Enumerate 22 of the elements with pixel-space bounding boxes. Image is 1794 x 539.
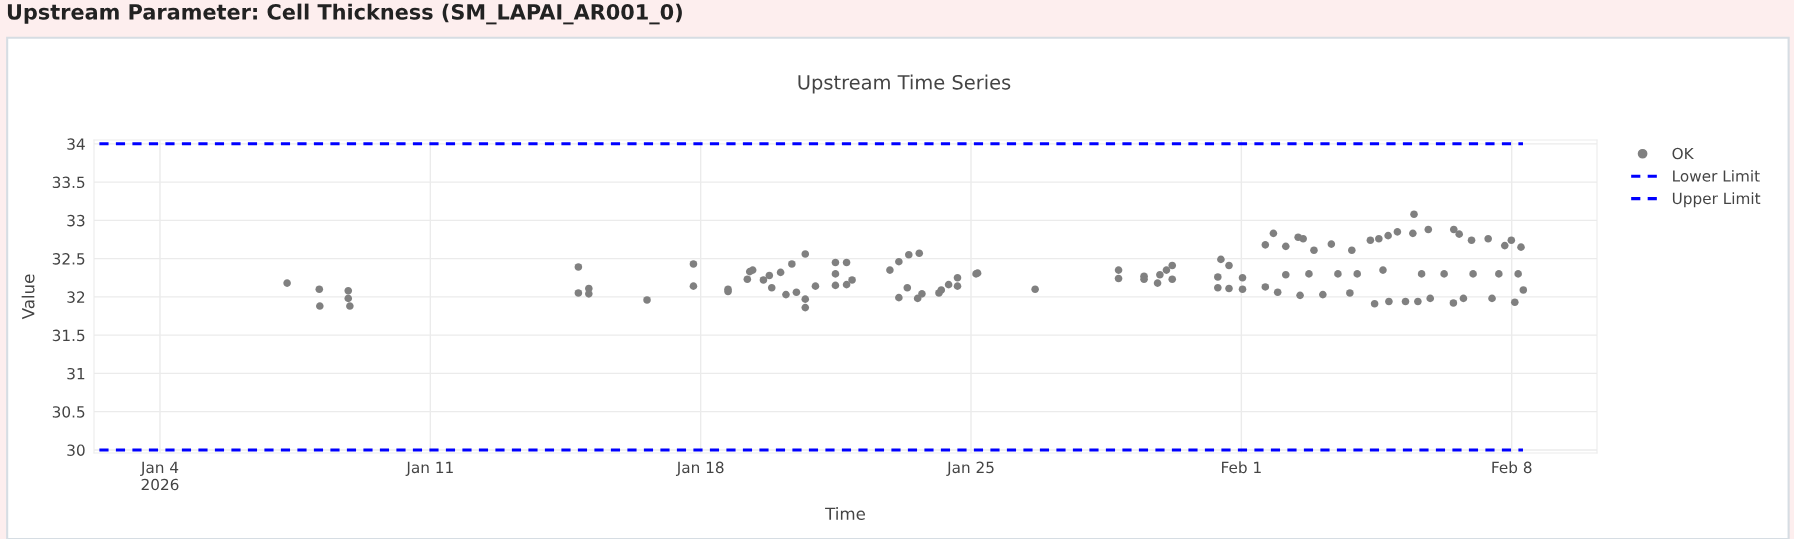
y-tick-label: 33.5 [52,176,85,189]
y-tick-label: 31.5 [52,329,85,342]
y-tick-label: 34 [67,138,85,150]
chart-title: Upstream Parameter: Cell Thickness (SM_LAPAI_AR001_0) [7,3,682,25]
y-tick-label: 31 [67,367,85,380]
x-tick-label: Jan 25 [946,461,994,476]
x-tick-label: Jan 11 [405,461,453,476]
legend-label: OK [1672,147,1694,160]
chart-subtitle: Upstream Time Series [798,74,1011,94]
y-tick-label: 30.5 [52,406,85,418]
x-tick-label: Jan 18 [675,461,724,476]
y-tick-label: 32.5 [52,253,85,265]
y-axis-title: Value [21,274,35,320]
y-tick-label: 32 [67,291,85,303]
x-axis-title: Time [825,507,865,521]
legend-label: Upper Limit [1672,192,1761,208]
y-tick-label: 33 [67,214,85,227]
y-tick-label: 30 [67,444,85,456]
legend-label: Lower Limit [1673,169,1760,182]
x-tick-label: Jan 4 2026 [140,461,179,491]
x-tick-label: Feb 1 [1222,461,1261,474]
x-tick-label: Feb 8 [1492,461,1532,474]
